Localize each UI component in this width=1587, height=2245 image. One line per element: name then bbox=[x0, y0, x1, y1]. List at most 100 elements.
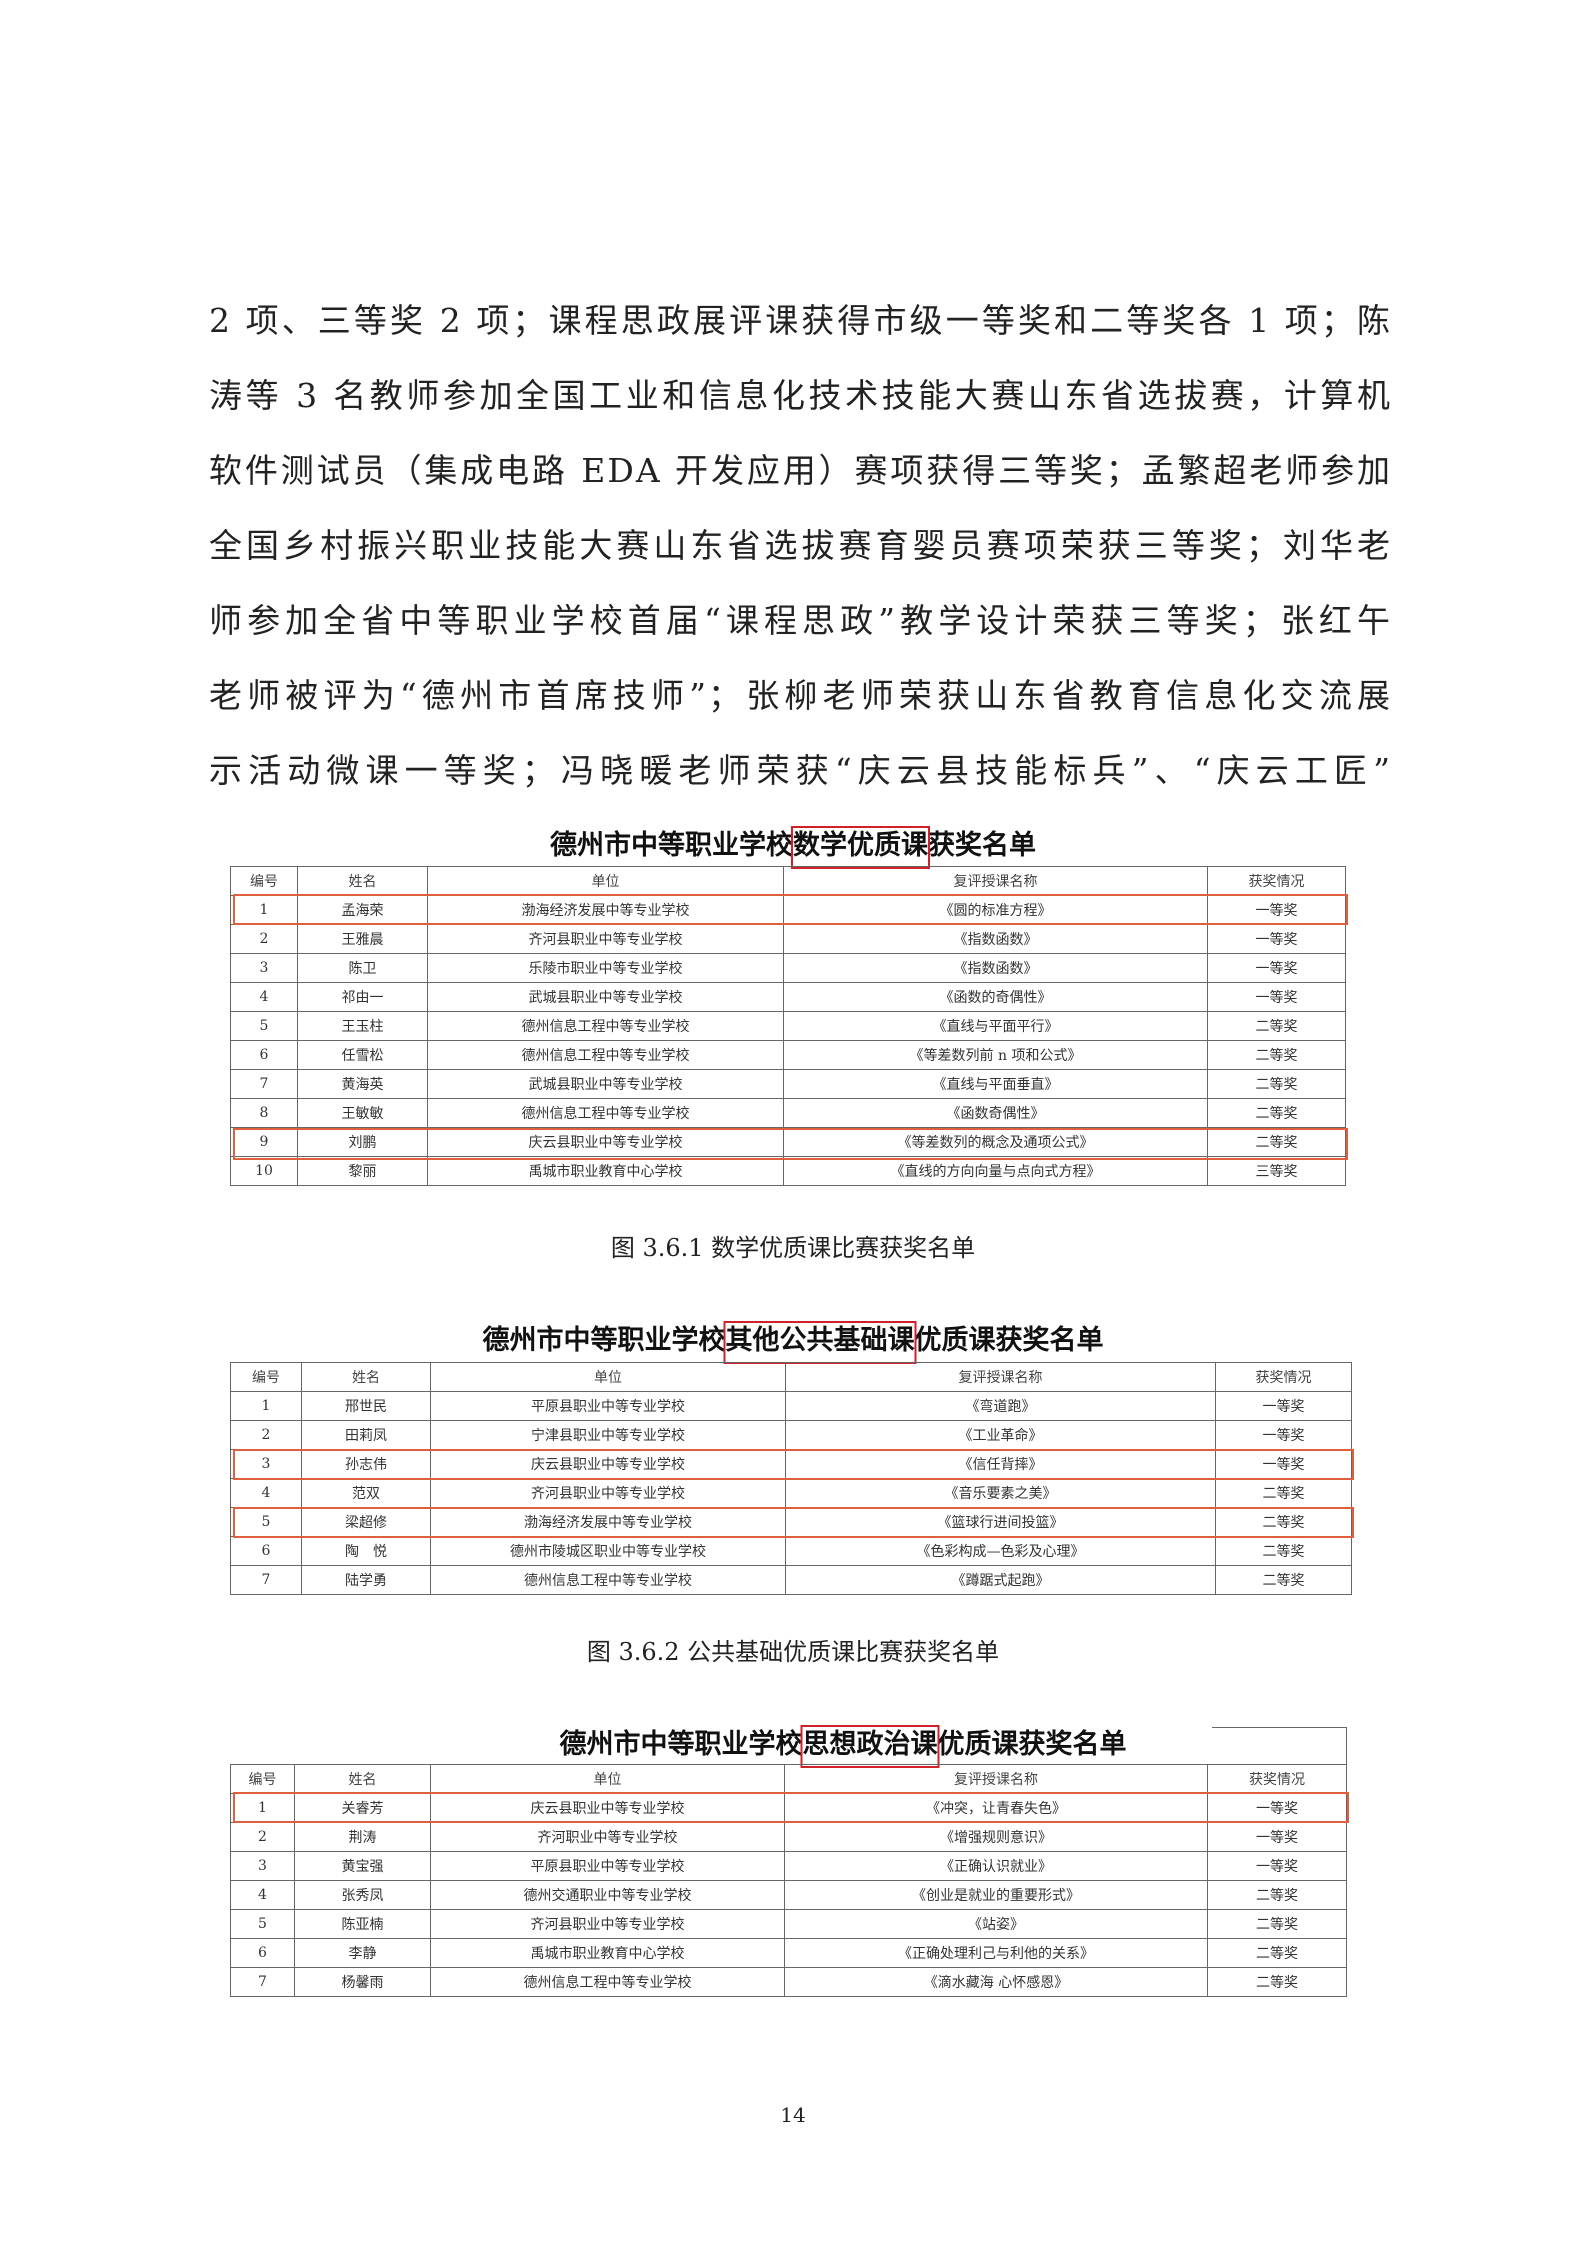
paragraph-line: 软件测试员（集成电路 EDA 开发应用）赛项获得三等奖；孟繁超老师参加 bbox=[209, 451, 1392, 490]
table-cell: 5 bbox=[230, 1011, 298, 1041]
table-cell: 陆学勇 bbox=[301, 1565, 431, 1595]
table-cell: 王敏敏 bbox=[297, 1098, 428, 1128]
table-cell: 《正确认识就业》 bbox=[784, 1851, 1208, 1881]
column-header: 编号 bbox=[230, 866, 298, 896]
table-row: 7 杨馨雨 德州信息工程中等专业学校 《滴水藏海 心怀感恩》 二等奖 bbox=[230, 1967, 1347, 1997]
column-header: 复评授课名称 bbox=[783, 866, 1208, 896]
table-cell: 黎丽 bbox=[297, 1156, 428, 1186]
table-cell: 《直线的方向向量与点向式方程》 bbox=[783, 1156, 1208, 1186]
column-header: 单位 bbox=[427, 866, 784, 896]
column-header: 姓名 bbox=[297, 866, 428, 896]
title-part: 德州市中等职业学校 bbox=[550, 830, 793, 861]
table-cell: 《弯道跑》 bbox=[785, 1391, 1216, 1421]
table-cell: 《篮球行进间投篮》 bbox=[785, 1507, 1216, 1537]
table-cell: 7 bbox=[230, 1967, 295, 1997]
table-row: 3 黄宝强 平原县职业中等专业学校 《正确认识就业》 一等奖 bbox=[230, 1851, 1347, 1881]
table-cell: 1 bbox=[230, 1391, 302, 1421]
title-part: 优质课获奖名单 bbox=[937, 1729, 1127, 1760]
table-cell: 二等奖 bbox=[1207, 1040, 1346, 1070]
table-cell: 禹城市职业教育中心学校 bbox=[430, 1938, 785, 1968]
table-cell: 10 bbox=[230, 1156, 298, 1186]
table-row: 3 陈卫 乐陵市职业中等专业学校 《指数函数》 一等奖 bbox=[230, 953, 1346, 983]
table-cell: 德州交通职业中等专业学校 bbox=[430, 1880, 785, 1910]
table-cell: 一等奖 bbox=[1207, 953, 1346, 983]
paragraph-line: 涛等 3 名教师参加全国工业和信息化技术技能大赛山东省选拔赛，计算机 bbox=[209, 376, 1392, 415]
paragraph-line: 2 项、三等奖 2 项；课程思政展评课获得市级一等奖和二等奖各 1 项；陈 bbox=[209, 301, 1392, 340]
column-header: 编号 bbox=[230, 1362, 302, 1392]
table-row: 5 王玉柱 德州信息工程中等专业学校 《直线与平面平行》 二等奖 bbox=[230, 1011, 1346, 1041]
table-cell: 德州信息工程中等专业学校 bbox=[430, 1565, 786, 1595]
table-cell: 一等奖 bbox=[1215, 1449, 1352, 1479]
table-cell: 德州信息工程中等专业学校 bbox=[430, 1967, 785, 1997]
table-cell: 乐陵市职业中等专业学校 bbox=[427, 953, 784, 983]
table-cell: 平原县职业中等专业学校 bbox=[430, 1391, 786, 1421]
table-cell: 张秀凤 bbox=[294, 1880, 431, 1910]
table-cell: 1 bbox=[230, 895, 298, 925]
table-cell: 二等奖 bbox=[1207, 1011, 1346, 1041]
table-cell: 祁由一 bbox=[297, 982, 428, 1012]
table-cell: 《增强规则意识》 bbox=[784, 1822, 1208, 1852]
table-row: 2 王雅晨 齐河县职业中等专业学校 《指数函数》 一等奖 bbox=[230, 924, 1346, 954]
table-cell: 一等奖 bbox=[1207, 895, 1346, 925]
table-cell: 黄海英 bbox=[297, 1069, 428, 1099]
table-cell: 2 bbox=[230, 1420, 302, 1450]
award-table: 编号 姓名 单位 复评授课名称 获奖情况 1 孟海荣 渤海经济发展中等专业学校 《圆的标准方程》… bbox=[230, 866, 1346, 1186]
award-table: 编号 姓名 单位 复评授课名称 获奖情况 1 关睿芳 庆云县职业中等专业学校 《冲突，让青春失色… bbox=[230, 1764, 1347, 1997]
table-cell: 平原县职业中等专业学校 bbox=[430, 1851, 785, 1881]
table-cell: 德州市陵城区职业中等专业学校 bbox=[430, 1536, 786, 1566]
table-cell: 二等奖 bbox=[1215, 1536, 1352, 1566]
table-row: 5 梁超修 渤海经济发展中等专业学校 《篮球行进间投篮》 二等奖 bbox=[230, 1507, 1352, 1537]
table-cell: 二等奖 bbox=[1207, 1909, 1347, 1939]
table-cell: 《信任背摔》 bbox=[785, 1449, 1216, 1479]
table-header-row: 编号 姓名 单位 复评授课名称 获奖情况 bbox=[230, 1764, 1347, 1794]
title-part: 德州市中等职业学校 bbox=[482, 1325, 726, 1356]
table-cell: 《直线与平面垂直》 bbox=[783, 1069, 1208, 1099]
column-header: 获奖情况 bbox=[1207, 866, 1346, 896]
paragraph-line: 示活动微课一等奖；冯晓暖老师荣获“庆云县技能标兵”、“庆云工匠” bbox=[209, 751, 1392, 790]
table-cell: 《音乐要素之美》 bbox=[785, 1478, 1216, 1508]
column-header: 编号 bbox=[230, 1764, 295, 1794]
table-cell: 7 bbox=[230, 1565, 302, 1595]
table-cell: 一等奖 bbox=[1207, 1851, 1347, 1881]
table-cell: 渤海经济发展中等专业学校 bbox=[430, 1507, 786, 1537]
table-row: 8 王敏敏 德州信息工程中等专业学校 《函数奇偶性》 二等奖 bbox=[230, 1098, 1346, 1128]
table-cell: 杨馨雨 bbox=[294, 1967, 431, 1997]
table-row: 2 荆涛 齐河职业中等专业学校 《增强规则意识》 一等奖 bbox=[230, 1822, 1347, 1852]
table-title: 德州市中等职业学校数学优质课获奖名单 bbox=[550, 823, 1036, 869]
table-cell: 孙志伟 bbox=[301, 1449, 431, 1479]
table-cell: 黄宝强 bbox=[294, 1851, 431, 1881]
table-cell: 庆云县职业中等专业学校 bbox=[430, 1793, 785, 1823]
table-cell: 《等差数列前 n 项和公式》 bbox=[783, 1040, 1208, 1070]
table-cell: 《指数函数》 bbox=[783, 953, 1208, 983]
column-header: 姓名 bbox=[294, 1764, 431, 1794]
table-cell: 2 bbox=[230, 924, 298, 954]
table-cell: 6 bbox=[230, 1536, 302, 1566]
table-cell: 田莉凤 bbox=[301, 1420, 431, 1450]
table-cell: 1 bbox=[230, 1793, 295, 1823]
table-row: 3 孙志伟 庆云县职业中等专业学校 《信任背摔》 一等奖 bbox=[230, 1449, 1352, 1479]
table-cell: 3 bbox=[230, 953, 298, 983]
award-table: 编号 姓名 单位 复评授课名称 获奖情况 1 邢世民 平原县职业中等专业学校 《弯道跑》 一等奖 2… bbox=[230, 1362, 1352, 1595]
table-cell: 德州信息工程中等专业学校 bbox=[427, 1011, 784, 1041]
table-cell: 庆云县职业中等专业学校 bbox=[427, 1127, 784, 1157]
title-part: 获奖名单 bbox=[928, 830, 1036, 861]
table-row: 5 陈亚楠 齐河县职业中等专业学校 《站姿》 二等奖 bbox=[230, 1909, 1347, 1939]
paragraph-line: 老师被评为“德州市首席技师”；张柳老师荣获山东省教育信息化交流展 bbox=[209, 676, 1392, 715]
table-cell: 一等奖 bbox=[1207, 1822, 1347, 1852]
table-cell: 《色彩构成—色彩及心理》 bbox=[785, 1536, 1216, 1566]
table-cell: 二等奖 bbox=[1215, 1565, 1352, 1595]
table-cell: 三等奖 bbox=[1207, 1156, 1346, 1186]
table-cell: 8 bbox=[230, 1098, 298, 1128]
table-cell: 6 bbox=[230, 1938, 295, 1968]
table-cell: 陈卫 bbox=[297, 953, 428, 983]
table-cell: 德州信息工程中等专业学校 bbox=[427, 1098, 784, 1128]
column-header: 姓名 bbox=[301, 1362, 431, 1392]
column-header: 单位 bbox=[430, 1362, 786, 1392]
table-cell: 4 bbox=[230, 1478, 302, 1508]
table-cell: 梁超修 bbox=[301, 1507, 431, 1537]
table-cell: 《指数函数》 bbox=[783, 924, 1208, 954]
table-cell: 齐河县职业中等专业学校 bbox=[427, 924, 784, 954]
table-cell: 一等奖 bbox=[1215, 1391, 1352, 1421]
table-cell: 二等奖 bbox=[1207, 1069, 1346, 1099]
table-cell: 齐河县职业中等专业学校 bbox=[430, 1478, 786, 1508]
